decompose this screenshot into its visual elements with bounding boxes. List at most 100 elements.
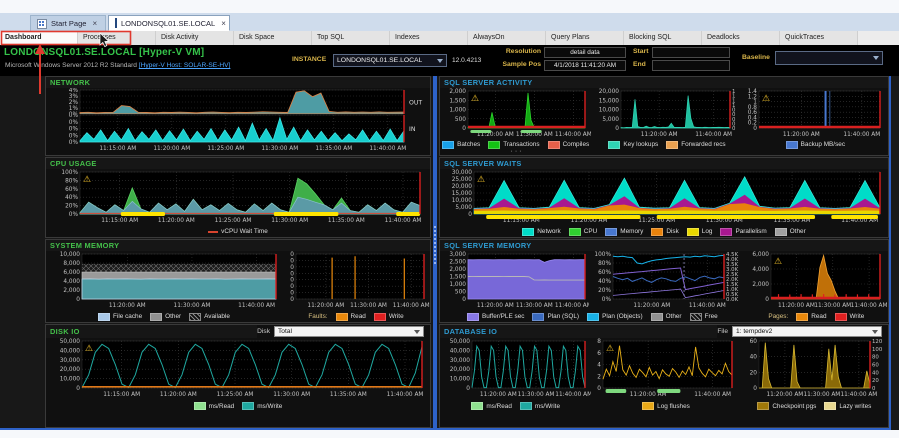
baseline-dropdown[interactable]	[775, 51, 883, 65]
network-out-chart[interactable]: 4%3%2%1% 0% OUT	[46, 88, 430, 118]
tab-blocking-sql[interactable]: Blocking SQL	[624, 31, 702, 45]
sql-memory-pages-legend: Pages: Read Write	[768, 312, 865, 321]
memory-faults-chart[interactable]: 0 0 0 0 0 0 0 0 11:20:00 AM 11:30:00 AM 11:40:00 A…	[282, 251, 430, 311]
tab-dashboard[interactable]: Dashboard	[0, 31, 78, 45]
svg-text:20,000: 20,000	[60, 367, 81, 373]
svg-text:1: 1	[732, 98, 735, 104]
svg-text:0.2: 0.2	[747, 121, 757, 127]
svg-text:120: 120	[872, 339, 883, 345]
svg-text:0: 0	[290, 271, 294, 277]
sql-memory-pages-chart[interactable]: 6,000 4,000 2,000 0 11:20:00 AM 11:30:00 AM 11…	[745, 251, 888, 311]
panel-sql-activity: SQL SERVER ACTIVITY 2,000 1,500 1,000 500 0 1…	[439, 76, 889, 156]
file-filter-dropdown[interactable]: 1: tempdev2	[732, 326, 882, 337]
tab-deadlocks[interactable]: Deadlocks	[702, 31, 780, 45]
svg-text:2.5K: 2.5K	[726, 272, 739, 278]
svg-text:40: 40	[872, 370, 879, 376]
svg-text:0: 0	[290, 258, 294, 264]
close-tab-icon[interactable]: ×	[221, 18, 226, 28]
svg-text:11:20:00 AM: 11:20:00 AM	[477, 132, 514, 138]
sql-waits-chart[interactable]: 30,000 25,000 20,000 15,000 10,000 5,000 0 11:1…	[440, 169, 888, 226]
sql-memory-buffer-chart[interactable]: 3,000 2,500 2,000 1,500 1,000 500 0 11:20:00 AM…	[440, 251, 591, 311]
svg-text:11:30:00 AM: 11:30:00 AM	[174, 303, 211, 309]
svg-text:5,000: 5,000	[455, 205, 472, 211]
database-io-checkpoint-legend: Checkpoint pgs Lazy writes	[741, 400, 888, 412]
svg-text:11:25:00 AM: 11:25:00 AM	[207, 146, 244, 152]
svg-text:20,000: 20,000	[450, 367, 471, 373]
svg-text:10,000: 10,000	[60, 377, 81, 383]
activity-lookups-chart[interactable]: 20,000 15,000 10,000 5,000 0 11:20:00 AM 11:40…	[591, 88, 742, 140]
network-in-chart[interactable]: 0% 0% 0% 0% 0% 11:15:00 AM 11:20:00 AM 11:25:00…	[46, 113, 430, 154]
svg-text:10,000: 10,000	[452, 198, 473, 204]
instance-dropdown[interactable]: LONDONSQL01.SE.LOCAL	[333, 54, 447, 67]
svg-text:11:40:00 AM: 11:40:00 AM	[689, 303, 726, 309]
svg-text:⚠: ⚠	[471, 94, 479, 104]
svg-text:11:40:00 AM: 11:40:00 AM	[840, 392, 877, 398]
tab-disk-activity[interactable]: Disk Activity	[156, 31, 234, 45]
activity-lookups-legend: Key lookups Forwarded recs	[591, 140, 742, 149]
svg-text:500: 500	[455, 117, 466, 123]
svg-text:0%: 0%	[69, 114, 79, 119]
sql-waits-legend: Network CPU Memory Disk Log Parallelism Other	[440, 226, 888, 237]
database-io-checkpoint-chart[interactable]: 60 40 20 0 11:20:00 AM 11:30:00 AM 11:40:00 AM…	[741, 338, 888, 400]
tab-disk-space[interactable]: Disk Space	[234, 31, 312, 45]
svg-text:0: 0	[290, 278, 294, 284]
activity-transactions-chart[interactable]: 2,000 1,500 1,000 500 0 11:20:00 AM 11:30:00 A…	[440, 88, 591, 140]
svg-text:15,000: 15,000	[452, 191, 473, 197]
hyperv-host-link[interactable]: [Hyper-V Host: SOLAR-SE-HV]	[138, 62, 231, 69]
tab-processes[interactable]: Processes	[78, 31, 156, 45]
system-memory-chart[interactable]: 10,000 8,000 6,000 4,000 2,000 0 11:20:00 AM 11…	[46, 251, 282, 311]
svg-text:11:20:00 AM: 11:20:00 AM	[307, 303, 344, 309]
svg-text:⚠: ⚠	[83, 175, 91, 185]
svg-text:4.5K: 4.5K	[726, 252, 739, 258]
activity-more-indicator[interactable]: · · ·	[510, 148, 522, 155]
tab-top-sql[interactable]: Top SQL	[312, 31, 390, 45]
svg-text:40,000: 40,000	[60, 348, 81, 354]
svg-text:11:25:00 AM: 11:25:00 AM	[638, 218, 675, 224]
start-input[interactable]	[652, 47, 730, 58]
tab-server[interactable]: LONDONSQL01.SE.LOCAL ×	[108, 15, 230, 31]
disk-io-chart[interactable]: 50,000 40,000 30,000 20,000 10,000 0 11:15:00 …	[46, 338, 430, 400]
column-splitter[interactable]	[433, 76, 437, 430]
svg-text:500: 500	[455, 290, 466, 296]
svg-text:0: 0	[732, 121, 736, 127]
close-tab-icon[interactable]: ×	[92, 19, 98, 28]
svg-text:60%: 60%	[598, 270, 611, 276]
svg-text:11:25:00 AM: 11:25:00 AM	[217, 392, 254, 398]
panel-sql-activity-title: SQL SERVER ACTIVITY	[440, 77, 888, 88]
svg-text:0: 0	[753, 386, 757, 392]
svg-text:2,000: 2,000	[449, 267, 466, 273]
panel-system-memory: SYSTEM MEMORY 10,000 8,000 6,000 4,000 2,000…	[45, 239, 431, 323]
disk-filter-label: Disk	[257, 328, 270, 335]
cpu-chart[interactable]: 100% 80% 60% 40% 20% 0% 11:15:00 AM 11:20:00 AM…	[46, 169, 430, 226]
svg-text:0.6: 0.6	[747, 110, 757, 116]
svg-text:11:20:00 AM: 11:20:00 AM	[160, 392, 197, 398]
svg-text:0.0K: 0.0K	[726, 297, 739, 303]
svg-text:0: 0	[616, 126, 620, 132]
end-input[interactable]	[652, 60, 730, 71]
database-io-ms-chart[interactable]: 50,000 40,000 30,000 20,000 10,000 0 11:20:00 …	[440, 338, 592, 400]
tab-alwayson[interactable]: AlwaysOn	[468, 31, 546, 45]
svg-text:11:40:00 AM: 11:40:00 AM	[369, 146, 406, 152]
svg-text:11:35:00 AM: 11:35:00 AM	[328, 218, 365, 224]
tab-indexes[interactable]: Indexes	[390, 31, 468, 45]
svg-text:1.2: 1.2	[747, 94, 757, 100]
baseline-label: Baseline	[742, 54, 770, 61]
tab-quicktraces[interactable]: QuickTraces	[780, 31, 858, 45]
svg-text:11:40:00 AM: 11:40:00 AM	[387, 392, 424, 398]
disk-filter-dropdown[interactable]: Total	[274, 326, 424, 337]
svg-text:11:40:00 AM: 11:40:00 AM	[555, 303, 589, 309]
svg-text:11:35:00 AM: 11:35:00 AM	[330, 392, 367, 398]
svg-text:10,000: 10,000	[599, 108, 620, 114]
svg-text:1%: 1%	[69, 106, 79, 112]
svg-text:0: 0	[462, 126, 466, 132]
svg-text:2,000: 2,000	[449, 89, 466, 95]
tab-start-page[interactable]: Start Page ×	[30, 15, 106, 31]
svg-text:11:20:00 AM: 11:20:00 AM	[634, 303, 671, 309]
svg-text:80%: 80%	[598, 261, 611, 267]
database-io-log-chart[interactable]: 8 6 4 2 0 11:20:00 AM 11:40:00 AM ⚠	[591, 338, 740, 400]
activity-backup-chart[interactable]: 1.4 1.2 1 0.8 0.6 0.4 0.2 0 11:20:00 AM 11:40:00 …	[743, 88, 888, 140]
tab-query-plans[interactable]: Query Plans	[546, 31, 624, 45]
svg-text:1,500: 1,500	[449, 98, 466, 104]
svg-text:0: 0	[732, 112, 736, 118]
sql-memory-plan-chart[interactable]: 100% 80% 60% 40% 20% 0% 11:20:00 AM 11:40:00 AM…	[589, 251, 744, 311]
